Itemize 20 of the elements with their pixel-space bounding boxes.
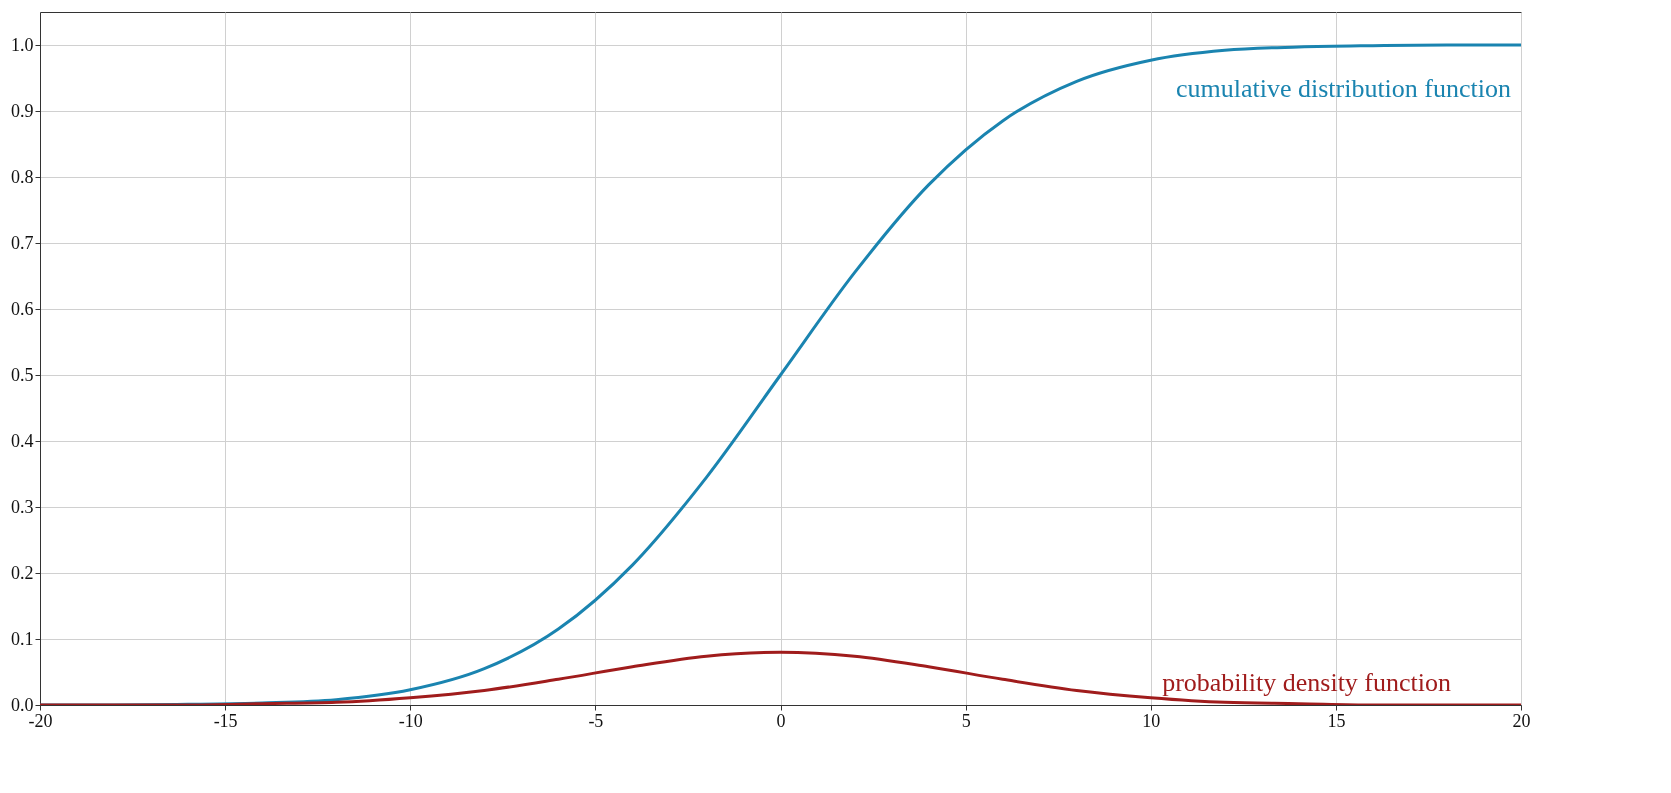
y-tick-label: 0.7 [11, 232, 34, 253]
x-tick-label: 15 [1327, 710, 1346, 731]
x-tick-label: 20 [1512, 710, 1531, 731]
y-tick-label: 0.3 [11, 496, 34, 517]
x-tick-label: 10 [1142, 710, 1161, 731]
y-tick-label: 0.5 [11, 364, 34, 385]
series-label: cumulative distribution function [1175, 74, 1511, 103]
x-tick-label: 5 [961, 710, 971, 731]
y-tick-label: 0.4 [11, 430, 34, 451]
y-tick-label: 0.8 [11, 166, 34, 187]
y-tick-label: 1.0 [11, 34, 34, 55]
x-tick-label: 0 [776, 710, 786, 731]
series-label: probability density function [1162, 668, 1451, 697]
y-tick-label: 0.9 [11, 100, 34, 121]
y-tick-label: 0.2 [11, 562, 34, 583]
x-tick-label: -10 [398, 710, 423, 731]
y-tick-label: 0.1 [11, 628, 34, 649]
x-tick-label: -15 [213, 710, 238, 731]
y-tick-label: 0.6 [11, 298, 34, 319]
x-tick-label: -5 [588, 710, 604, 731]
